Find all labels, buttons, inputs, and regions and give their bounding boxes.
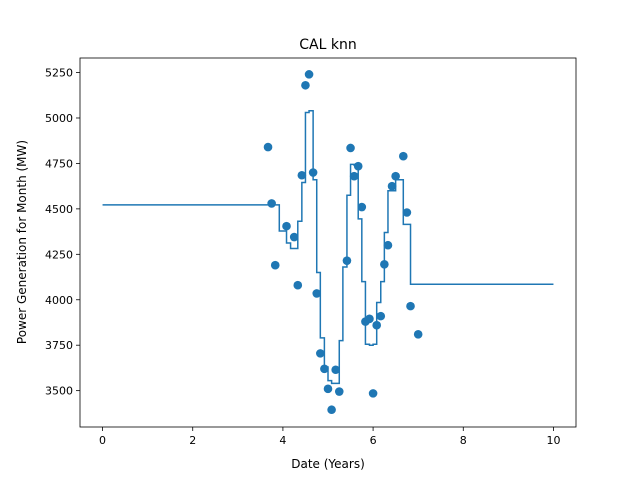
scatter-point <box>349 171 359 181</box>
scatter-point <box>402 208 412 217</box>
scatter-point <box>263 142 273 152</box>
y-tick-label: 4500 <box>45 203 73 216</box>
scatter-point <box>316 349 325 358</box>
scatter-point <box>372 320 382 330</box>
step-series-line <box>102 109 554 385</box>
scatter-point <box>380 260 389 269</box>
x-axis-label: Date (Years) <box>291 457 365 471</box>
scatter-point <box>346 143 355 153</box>
y-axis-ticks: 3500 3750 4000 4250 4500 4750 5000 5250 <box>45 67 80 398</box>
scatter-point <box>308 168 318 177</box>
scatter-point <box>304 70 314 79</box>
y-tick-label: 5250 <box>45 67 73 80</box>
scatter-point <box>297 170 307 180</box>
x-tick-label: 8 <box>460 434 467 447</box>
scatter-point <box>376 311 386 321</box>
y-tick-label: 4000 <box>45 294 73 307</box>
scatter-point <box>289 232 299 242</box>
scatter-point <box>387 181 397 191</box>
x-tick-label: 6 <box>370 434 377 447</box>
scatter-point <box>267 199 276 208</box>
y-tick-label: 3500 <box>45 385 73 398</box>
scatter-point <box>391 171 400 181</box>
x-tick-label: 2 <box>189 434 196 447</box>
scatter-point <box>327 405 336 415</box>
scatter-point <box>399 151 408 161</box>
y-tick-label: 4750 <box>45 157 73 170</box>
scatter-point <box>368 389 378 398</box>
plot-area <box>102 70 554 415</box>
x-tick-label: 0 <box>99 434 106 447</box>
scatter-point <box>383 240 393 250</box>
axes-frame <box>79 57 577 428</box>
x-tick-label: 4 <box>279 434 286 447</box>
chart-title: CAL knn <box>299 37 356 53</box>
scatter-point <box>331 365 340 375</box>
y-tick-label: 4250 <box>45 248 73 261</box>
scatter-point <box>365 314 374 324</box>
x-tick-label: 10 <box>546 434 560 447</box>
scatter-point <box>406 301 415 311</box>
scatter-point <box>342 256 352 265</box>
scatter-point <box>323 384 333 394</box>
scatter-point <box>293 280 303 290</box>
scatter-point <box>357 202 367 212</box>
scatter-point <box>413 330 423 339</box>
scatter-point <box>282 221 291 231</box>
scatter-point <box>312 289 322 298</box>
scatter-point <box>301 80 310 90</box>
scatter-point <box>353 161 363 171</box>
scatter-point <box>270 260 280 270</box>
y-tick-label: 3750 <box>45 339 73 352</box>
y-tick-label: 5000 <box>45 112 73 125</box>
x-axis-ticks: 0 2 4 6 8 10 <box>99 427 560 447</box>
y-axis-label: Power Generation for Month (MW) <box>15 140 29 344</box>
scatter-point <box>334 387 344 396</box>
scatter-point <box>320 364 329 374</box>
